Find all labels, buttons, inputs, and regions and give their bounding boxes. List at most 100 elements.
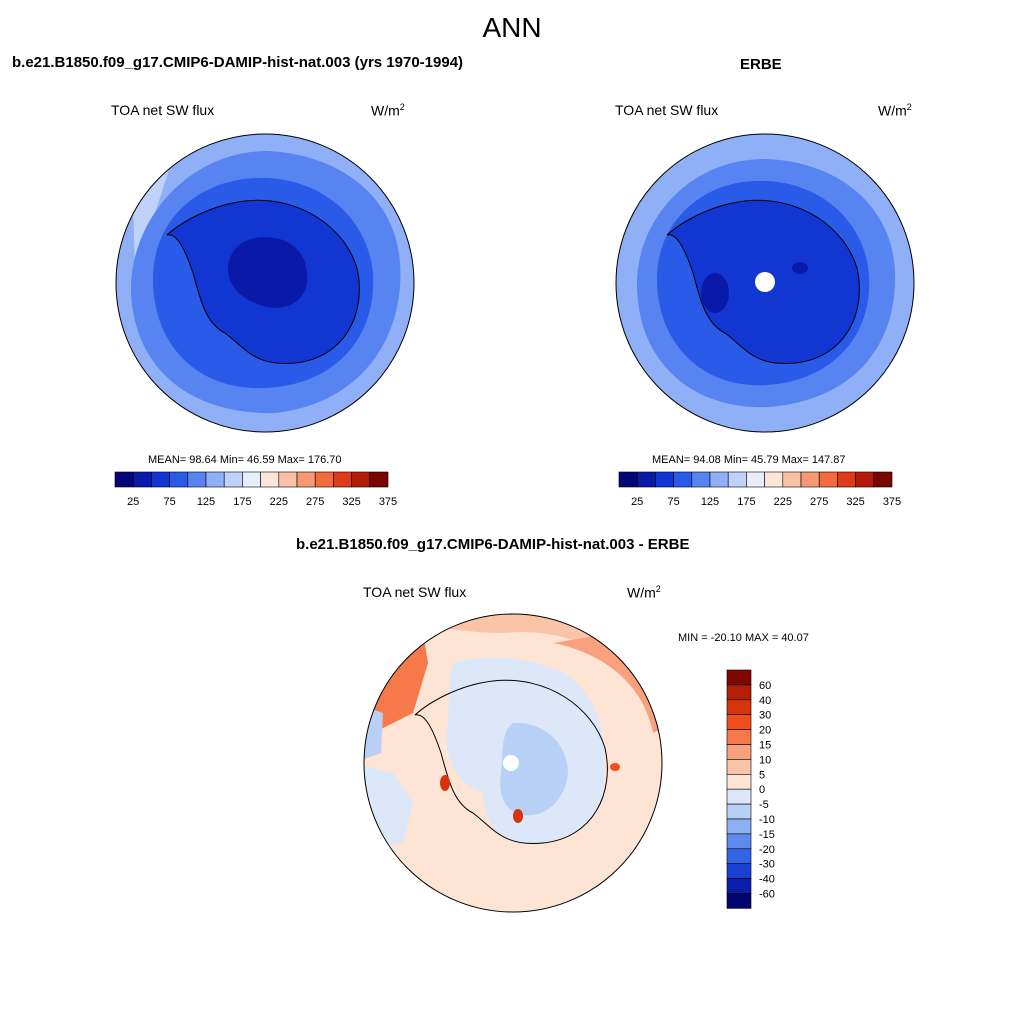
page-title: ANN xyxy=(482,12,542,43)
panel-2-colorbar-tick-label: 25 xyxy=(631,496,643,508)
panel-3-colorbar-tick-label: -40 xyxy=(759,874,775,886)
panel-2-title: ERBE xyxy=(740,56,782,73)
panel-3-colorbar-swatch xyxy=(726,729,752,745)
panel-2-map-border xyxy=(615,133,915,433)
panel-1-colorbar-swatch xyxy=(151,471,170,488)
panel-2-colorbar-swatch xyxy=(727,471,747,488)
panel-1-colorbar-swatch xyxy=(242,471,261,488)
panel-3-colorbar-tick-label: 5 xyxy=(759,769,765,781)
panel-2-colorbar-swatch xyxy=(873,471,893,488)
panel-1-colorbar-tick-label: 175 xyxy=(233,496,251,508)
panel-3-colorbar: 60 40 30 20 15 10 5 0 -5 -10 -15 -20 -30 -40 -60 xyxy=(726,669,775,909)
panel-1-colorbar-swatch xyxy=(278,471,298,488)
panel-2-colorbar-swatch xyxy=(800,471,820,488)
panel-1-interior-low-field xyxy=(227,237,308,308)
panel-3-colorbar-tick-label: -30 xyxy=(759,859,775,871)
panel-3-map-border xyxy=(363,613,663,913)
panel-3-missing-pole xyxy=(503,755,519,771)
panel-2-stats: MEAN= 94.08 Min= 45.79 Max= 147.87 xyxy=(652,454,846,466)
panel-2-colorbar-tick-label: 125 xyxy=(701,496,719,508)
panel-1-colorbar-swatch xyxy=(205,471,225,488)
panel-1-colorbar-swatch xyxy=(314,471,334,488)
panel-3-negative-patch-far-west xyxy=(364,703,383,763)
panel-2-colorbar-swatch xyxy=(818,471,838,488)
panel-3-units-label: W/m2 xyxy=(627,584,661,601)
panel-2-colorbar-tick-label: 325 xyxy=(846,496,864,508)
panel-3-colorbar-tick-label: 40 xyxy=(759,695,771,707)
panel-1-colorbar-swatch xyxy=(369,471,389,488)
panel-2-colorbar-tick-label: 225 xyxy=(774,496,792,508)
panel-1-title: b.e21.B1850.f09_g17.CMIP6-DAMIP-hist-nat… xyxy=(12,54,464,71)
panel-1-colorbar-swatch xyxy=(169,471,189,488)
panel-2-missing-pole xyxy=(755,272,775,292)
panel-3-colorbar-swatch xyxy=(726,818,752,835)
panel-3-colorbar-swatch xyxy=(726,878,752,894)
panel-3-polar-map xyxy=(363,613,663,913)
panel-2-colorbar-swatch xyxy=(709,471,729,488)
panel-1-units-label: W/m2 xyxy=(371,102,405,119)
panel-3-colorbar-tick-label: -15 xyxy=(759,829,775,841)
panel-1-colorbar-tick-label: 25 xyxy=(127,496,139,508)
panel-1-colorbar-tick-label: 75 xyxy=(163,496,175,508)
panel-3-colorbar-tick-label: 0 xyxy=(759,784,765,796)
panel-3-colorbar-tick-label: -5 xyxy=(759,799,769,811)
panel-2-colorbar-swatch xyxy=(655,471,674,488)
panel-3-colorbar-swatch xyxy=(726,699,752,715)
panel-1-colorbar-swatch xyxy=(260,471,280,488)
panel-2-colorbar-tick-label: 175 xyxy=(737,496,755,508)
panel-3-colorbar-tick-label: 10 xyxy=(759,754,771,766)
panel-3-colorbar-swatch xyxy=(726,788,752,805)
panel-1-colorbar-tick-label: 325 xyxy=(342,496,360,508)
panel-2-colorbar-tick-label: 275 xyxy=(810,496,828,508)
panel-3-variable-label: TOA net SW flux xyxy=(363,584,467,600)
panel-3-colorbar-swatch xyxy=(726,759,752,775)
panel-1-colorbar-tick-label: 375 xyxy=(379,496,397,508)
panel-3-hotspot-3 xyxy=(610,763,620,771)
panel-3-colorbar-tick-label: 20 xyxy=(759,725,771,737)
panel-1-variable-label: TOA net SW flux xyxy=(111,102,215,118)
panel-3-stats: MIN = -20.10 MAX = 40.07 xyxy=(678,632,809,644)
panel-3-colorbar-swatch xyxy=(726,893,752,909)
panel-2-colorbar-swatch xyxy=(636,471,656,488)
panel-3-colorbar-swatch xyxy=(726,744,752,760)
panel-2-colorbar-swatch xyxy=(746,471,765,488)
panel-3-colorbar-swatch xyxy=(726,714,752,730)
panel-2-colorbar-swatch xyxy=(618,471,638,488)
panel-1-stats: MEAN= 98.64 Min= 46.59 Max= 176.70 xyxy=(148,454,342,466)
panel-1-colorbar-tick-label: 275 xyxy=(306,496,324,508)
panel-1-colorbar-tick-label: 225 xyxy=(270,496,288,508)
panel-3-colorbar-swatch xyxy=(726,803,752,820)
panel-2-units-label: W/m2 xyxy=(878,102,912,119)
panel-3-hotspot-1 xyxy=(440,775,450,791)
panel-3-colorbar-tick-label: 15 xyxy=(759,740,771,752)
panel-1-colorbar-swatch xyxy=(223,471,243,488)
panel-2-colorbar-swatch xyxy=(764,471,784,488)
panel-3-colorbar-tick-label: 60 xyxy=(759,680,771,692)
panel-2-variable-label: TOA net SW flux xyxy=(615,102,719,118)
panel-3-negative-interior-field xyxy=(500,722,568,816)
panel-3-colorbar-tick-label: -20 xyxy=(759,844,775,856)
panel-3-hotspot-2 xyxy=(513,809,523,823)
panel-1-colorbar-swatch xyxy=(333,471,352,488)
panel-1-map-border xyxy=(115,133,415,433)
panel-3-title: b.e21.B1850.f09_g17.CMIP6-DAMIP-hist-nat… xyxy=(296,536,690,553)
panel-3-colorbar-tick-label: -10 xyxy=(759,814,775,826)
panel-1-colorbar-swatch xyxy=(351,471,371,488)
panel-3-colorbar-tick-label: 30 xyxy=(759,710,771,722)
panel-1-colorbar-swatch xyxy=(296,471,316,488)
panel-1-colorbar-tick-label: 125 xyxy=(197,496,215,508)
panel-3-colorbar-tick-label: -60 xyxy=(759,889,775,901)
panel-3-antarctica-coastline xyxy=(414,679,608,845)
panel-1-polar-map xyxy=(115,133,415,433)
panel-3-colorbar-swatch xyxy=(726,863,752,879)
panel-2-colorbar: 25 75 125 175 225 275 325 375 xyxy=(618,471,901,508)
panel-2-colorbar-swatch xyxy=(855,471,875,488)
panel-2-colorbar-swatch xyxy=(782,471,802,488)
panel-3-colorbar-swatch xyxy=(726,684,752,701)
panel-2-colorbar-tick-label: 375 xyxy=(883,496,901,508)
panel-2-polar-map xyxy=(615,133,915,433)
panel-3-colorbar-swatch xyxy=(726,848,752,865)
panel-2-colorbar-swatch xyxy=(691,471,711,488)
panel-3-colorbar-swatch xyxy=(726,833,752,850)
panel-2-low-patch xyxy=(701,273,729,313)
